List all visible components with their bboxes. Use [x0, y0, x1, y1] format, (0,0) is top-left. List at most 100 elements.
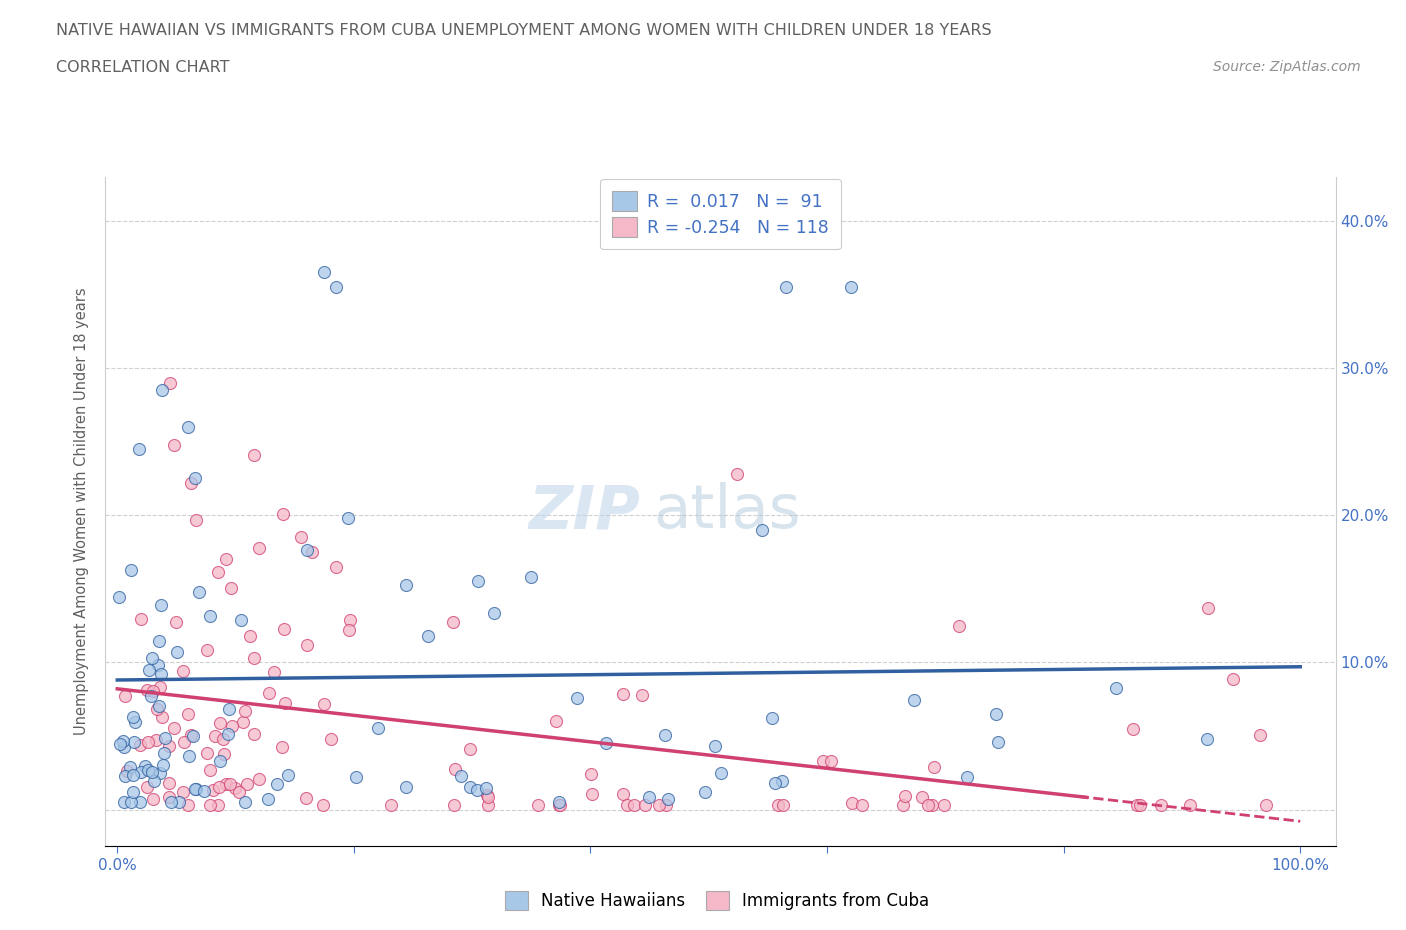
Point	[567, 691, 589, 706]
Point	[184, 781, 207, 796]
Point	[157, 738, 180, 753]
Point	[131, 764, 153, 779]
Point	[336, 511, 359, 525]
Point	[247, 540, 270, 555]
Point	[212, 747, 235, 762]
Point	[633, 798, 655, 813]
Point	[477, 798, 499, 813]
Point	[1256, 798, 1278, 813]
Point	[314, 265, 336, 280]
Point	[527, 798, 550, 813]
Point	[215, 777, 238, 791]
Point	[138, 662, 160, 677]
Point	[202, 783, 225, 798]
Y-axis label: Unemployment Among Women with Children Under 18 years: Unemployment Among Women with Children U…	[75, 287, 90, 736]
Point	[141, 764, 163, 779]
Point	[346, 770, 368, 785]
Point	[150, 710, 173, 724]
Point	[623, 798, 645, 813]
Point	[218, 702, 240, 717]
Point	[118, 760, 141, 775]
Point	[155, 730, 177, 745]
Point	[394, 779, 416, 794]
Point	[128, 795, 150, 810]
Point	[236, 777, 259, 791]
Point	[891, 798, 914, 813]
Point	[841, 796, 863, 811]
Point	[271, 740, 294, 755]
Point	[1222, 671, 1244, 686]
Point	[112, 739, 135, 754]
Point	[207, 798, 229, 813]
Point	[243, 650, 266, 665]
Point	[312, 697, 335, 711]
Point	[221, 718, 243, 733]
Point	[295, 638, 318, 653]
Point	[984, 706, 1007, 721]
Point	[450, 769, 472, 784]
Point	[146, 702, 169, 717]
Point	[273, 621, 295, 636]
Point	[548, 798, 571, 813]
Point	[312, 798, 335, 813]
Point	[638, 790, 661, 804]
Point	[520, 569, 543, 584]
Point	[108, 590, 131, 604]
Point	[128, 442, 150, 457]
Point	[460, 742, 482, 757]
Point	[239, 629, 262, 644]
Point	[1197, 732, 1219, 747]
Point	[108, 737, 131, 751]
Point	[207, 779, 229, 794]
Point	[325, 280, 347, 295]
Point	[233, 704, 256, 719]
Point	[198, 609, 221, 624]
Point	[654, 798, 676, 813]
Point	[820, 753, 842, 768]
Point	[193, 783, 215, 798]
Point	[839, 280, 862, 295]
Point	[301, 545, 323, 560]
Point	[149, 765, 172, 780]
Point	[467, 574, 489, 589]
Point	[654, 727, 676, 742]
Point	[1197, 601, 1219, 616]
Point	[142, 684, 165, 698]
Point	[917, 798, 939, 813]
Point	[1105, 681, 1128, 696]
Point	[894, 789, 917, 804]
Point	[121, 767, 143, 782]
Point	[163, 721, 186, 736]
Point	[180, 727, 202, 742]
Point	[295, 790, 318, 805]
Point	[142, 792, 165, 807]
Point	[177, 749, 200, 764]
Point	[1122, 722, 1144, 737]
Text: NATIVE HAWAIIAN VS IMMIGRANTS FROM CUBA UNEMPLOYMENT AMONG WOMEN WITH CHILDREN U: NATIVE HAWAIIAN VS IMMIGRANTS FROM CUBA …	[56, 23, 991, 38]
Point	[120, 795, 142, 810]
Point	[139, 688, 162, 703]
Point	[1178, 798, 1201, 813]
Point	[120, 563, 142, 578]
Point	[595, 736, 617, 751]
Point	[152, 758, 174, 773]
Point	[160, 795, 183, 810]
Point	[903, 693, 925, 708]
Point	[157, 790, 180, 804]
Point	[274, 696, 297, 711]
Point	[128, 737, 150, 752]
Point	[215, 551, 238, 566]
Point	[150, 382, 173, 397]
Point	[177, 707, 200, 722]
Point	[184, 513, 207, 528]
Legend: Native Hawaiians, Immigrants from Cuba: Native Hawaiians, Immigrants from Cuba	[498, 884, 936, 917]
Point	[710, 765, 733, 780]
Point	[219, 580, 242, 595]
Point	[337, 622, 360, 637]
Point	[129, 611, 152, 626]
Point	[477, 790, 499, 804]
Point	[136, 779, 159, 794]
Text: atlas: atlas	[652, 482, 800, 541]
Point	[148, 698, 170, 713]
Point	[145, 733, 167, 748]
